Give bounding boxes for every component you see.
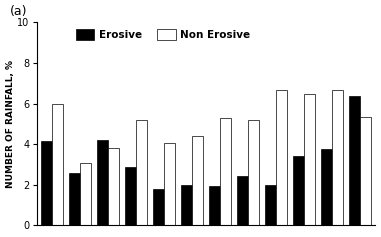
Bar <box>41 141 52 225</box>
Bar <box>97 140 108 225</box>
Bar <box>360 117 371 225</box>
Bar <box>321 149 332 225</box>
Bar <box>181 185 192 225</box>
Bar <box>209 186 220 225</box>
Bar <box>276 90 287 225</box>
Text: (a): (a) <box>10 5 27 18</box>
Bar <box>153 189 164 225</box>
Bar <box>80 164 91 225</box>
Bar <box>332 90 343 225</box>
Bar <box>164 143 175 225</box>
Bar <box>293 156 304 225</box>
Y-axis label: NUMBER OF RAINFALL, %: NUMBER OF RAINFALL, % <box>6 60 14 188</box>
Legend: Erosive, Non Erosive: Erosive, Non Erosive <box>75 29 250 40</box>
Bar <box>52 104 63 225</box>
Bar <box>349 96 360 225</box>
Bar <box>220 118 231 225</box>
Bar <box>69 173 80 225</box>
Bar <box>108 148 119 225</box>
Bar <box>248 120 259 225</box>
Bar <box>304 94 315 225</box>
Bar <box>237 176 248 225</box>
Bar <box>192 136 203 225</box>
Bar <box>265 185 276 225</box>
Bar <box>125 167 136 225</box>
Bar <box>136 120 147 225</box>
